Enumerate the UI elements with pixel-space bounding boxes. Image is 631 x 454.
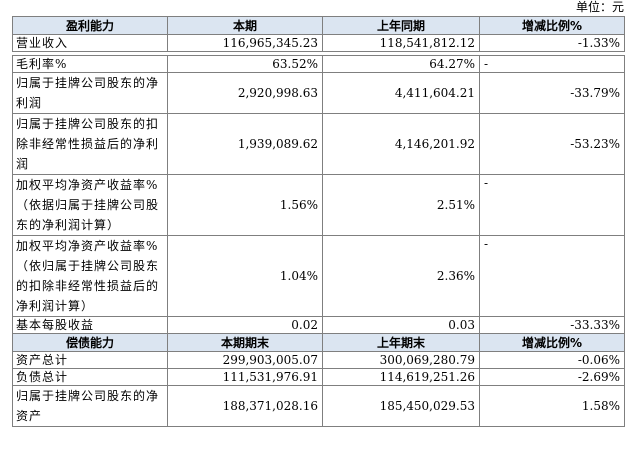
current-value: 1,939,089.62 xyxy=(167,113,323,175)
prior-value: 4,146,201.92 xyxy=(322,113,480,175)
change-value: - xyxy=(479,235,625,317)
row-label: 资产总计 xyxy=(12,351,168,369)
table-row: 资产总计 299,903,005.07 300,069,280.79 -0.06… xyxy=(12,351,625,369)
current-value: 111,531,976.91 xyxy=(167,368,323,386)
row-label: 归属于挂牌公司股东的净利润 xyxy=(12,72,168,114)
prior-value: 300,069,280.79 xyxy=(322,351,480,369)
header-prior-year-end: 上年期末 xyxy=(322,333,480,352)
header-change-percent: 增减比例% xyxy=(479,16,625,35)
change-value: -2.69% xyxy=(479,368,625,386)
current-value: 1.04% xyxy=(167,235,323,317)
header-current-period: 本期 xyxy=(167,16,323,35)
table-row: 归属于挂牌公司股东的扣除非经常性损益后的净利润 1,939,089.62 4,1… xyxy=(12,113,625,175)
current-value: 0.02 xyxy=(167,316,323,334)
current-value: 63.52% xyxy=(167,55,323,73)
prior-value: 2.36% xyxy=(322,235,480,317)
prior-value: 118,541,812.12 xyxy=(322,34,480,52)
row-label: 归属于挂牌公司股东的净资产 xyxy=(12,385,168,427)
prior-value: 4,411,604.21 xyxy=(322,72,480,114)
current-value: 188,371,028.16 xyxy=(167,385,323,427)
change-value: -33.79% xyxy=(479,72,625,114)
header-change-percent: 增减比例% xyxy=(479,333,625,352)
profit-header-row: 盈利能力 本期 上年同期 增减比例% xyxy=(12,16,625,35)
prior-value: 185,450,029.53 xyxy=(322,385,480,427)
table-row: 基本每股收益 0.02 0.03 -33.33% xyxy=(12,316,625,334)
current-value: 116,965,345.23 xyxy=(167,34,323,52)
table-row: 毛利率% 63.52% 64.27% - xyxy=(12,55,625,73)
current-value: 299,903,005.07 xyxy=(167,351,323,369)
table-row: 加权平均净资产收益率%（依归属于挂牌公司股东的扣除非经常性损益后的净利润计算） … xyxy=(12,235,625,317)
current-value: 1.56% xyxy=(167,174,323,236)
change-value: 1.58% xyxy=(479,385,625,427)
header-prior-period: 上年同期 xyxy=(322,16,480,35)
change-value: -1.33% xyxy=(479,34,625,52)
change-value: -53.23% xyxy=(479,113,625,175)
solvency-header-row: 偿债能力 本期期末 上年期末 增减比例% xyxy=(12,333,625,352)
row-label: 加权平均净资产收益率%（依据归属于挂牌公司股东的净利润计算） xyxy=(12,174,168,236)
change-value: -0.06% xyxy=(479,351,625,369)
unit-label: 单位：元 xyxy=(575,0,624,14)
table-row: 负债总计 111,531,976.91 114,619,251.26 -2.69… xyxy=(12,368,625,386)
prior-value: 0.03 xyxy=(322,316,480,334)
change-value: - xyxy=(479,174,625,236)
prior-value: 114,619,251.26 xyxy=(322,368,480,386)
header-period-end: 本期期末 xyxy=(167,333,323,352)
prior-value: 64.27% xyxy=(322,55,480,73)
table-row: 归属于挂牌公司股东的净资产 188,371,028.16 185,450,029… xyxy=(12,385,625,427)
table-row: 归属于挂牌公司股东的净利润 2,920,998.63 4,411,604.21 … xyxy=(12,72,625,114)
change-value: - xyxy=(479,55,625,73)
row-label: 归属于挂牌公司股东的扣除非经常性损益后的净利润 xyxy=(12,113,168,175)
prior-value: 2.51% xyxy=(322,174,480,236)
row-label: 毛利率% xyxy=(12,55,168,73)
row-label: 基本每股收益 xyxy=(12,316,168,334)
financial-table: 盈利能力 本期 上年同期 增减比例% 营业收入 116,965,345.23 1… xyxy=(12,16,625,427)
table-row: 营业收入 116,965,345.23 118,541,812.12 -1.33… xyxy=(12,34,625,52)
row-label: 加权平均净资产收益率%（依归属于挂牌公司股东的扣除非经常性损益后的净利润计算） xyxy=(12,235,168,317)
current-value: 2,920,998.63 xyxy=(167,72,323,114)
change-value: -33.33% xyxy=(479,316,625,334)
header-profitability: 盈利能力 xyxy=(12,16,168,35)
row-label: 负债总计 xyxy=(12,368,168,386)
header-solvency: 偿债能力 xyxy=(12,333,168,352)
row-label: 营业收入 xyxy=(12,34,168,52)
table-row: 加权平均净资产收益率%（依据归属于挂牌公司股东的净利润计算） 1.56% 2.5… xyxy=(12,174,625,236)
